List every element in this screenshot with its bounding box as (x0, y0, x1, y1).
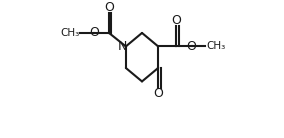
Text: O: O (186, 40, 196, 53)
Text: O: O (172, 14, 181, 27)
Text: CH₃: CH₃ (60, 28, 79, 38)
Text: O: O (89, 26, 99, 39)
Text: O: O (153, 87, 163, 100)
Text: CH₃: CH₃ (206, 41, 225, 51)
Text: N: N (118, 40, 127, 53)
Text: O: O (104, 1, 114, 14)
